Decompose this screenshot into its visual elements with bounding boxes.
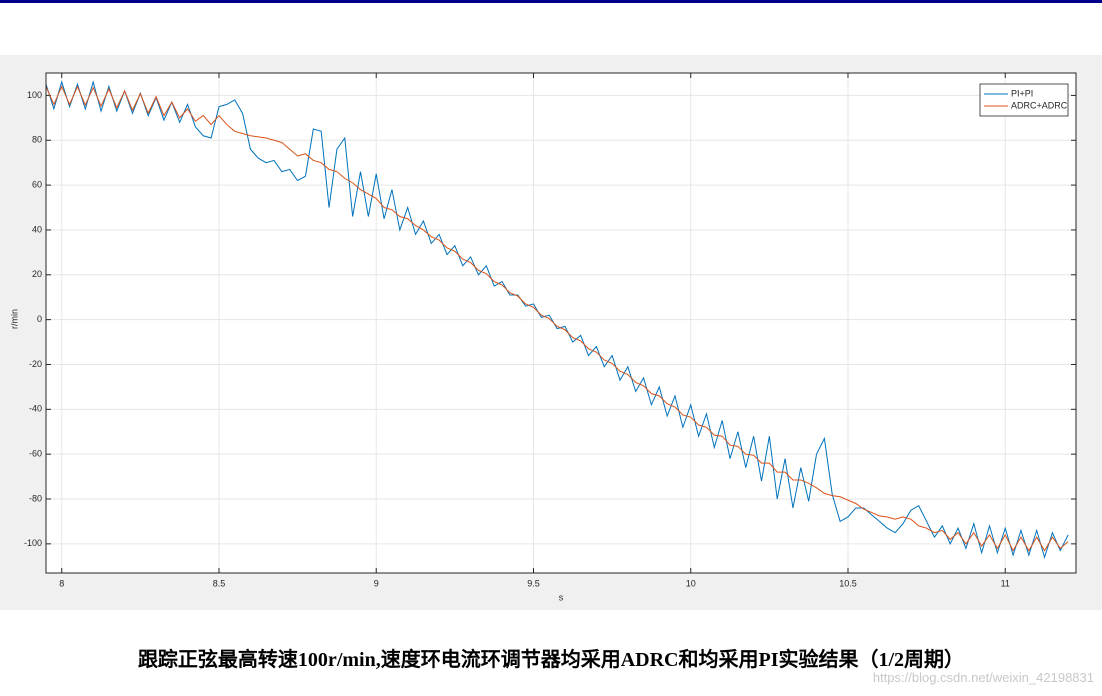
y-tick-label: -40	[29, 404, 42, 414]
y-tick-label: 0	[37, 314, 42, 324]
chart: s r/min -100 -80 -60 -40 -20 0 20 40 60 80 100 8 8.5…	[0, 55, 1102, 610]
legend-box	[979, 83, 1069, 117]
top-bar	[0, 0, 1102, 3]
x-tick-label: 9.5	[527, 578, 540, 588]
y-tick-label: -80	[29, 493, 42, 503]
x-axis-label: s	[559, 592, 564, 602]
axes-box	[45, 72, 1077, 574]
x-tick-label: 11	[1001, 578, 1010, 588]
y-axis-label: r/min	[9, 309, 19, 329]
y-tick-label: -20	[29, 359, 42, 369]
caption: 跟踪正弦最高转速100r/min,速度环电流环调节器均采用ADRC和均采用PI实…	[137, 649, 965, 671]
y-tick-label: 20	[32, 269, 42, 279]
y-tick-label: 40	[32, 224, 42, 234]
y-tick-label: -100	[24, 538, 42, 548]
y-tick-label: 100	[27, 90, 42, 100]
x-tick-label: 10.5	[839, 578, 857, 588]
watermark: https://blog.csdn.net/weixin_42198831	[872, 670, 1094, 685]
series-line	[46, 80, 1069, 560]
x-tick-label: 10	[686, 578, 696, 588]
x-tick-label: 8.5	[213, 578, 226, 588]
legend-label: PI+PI	[1011, 88, 1033, 98]
x-tick-label: 8	[59, 578, 64, 588]
y-tick-label: -60	[29, 449, 42, 459]
x-tick-label: 9	[374, 578, 379, 588]
legend-label: ADRC+ADRC	[1011, 100, 1068, 110]
y-tick-label: 60	[32, 179, 42, 189]
plot-area	[46, 73, 1076, 573]
series-line	[46, 85, 1069, 552]
y-tick-label: 80	[32, 135, 42, 145]
